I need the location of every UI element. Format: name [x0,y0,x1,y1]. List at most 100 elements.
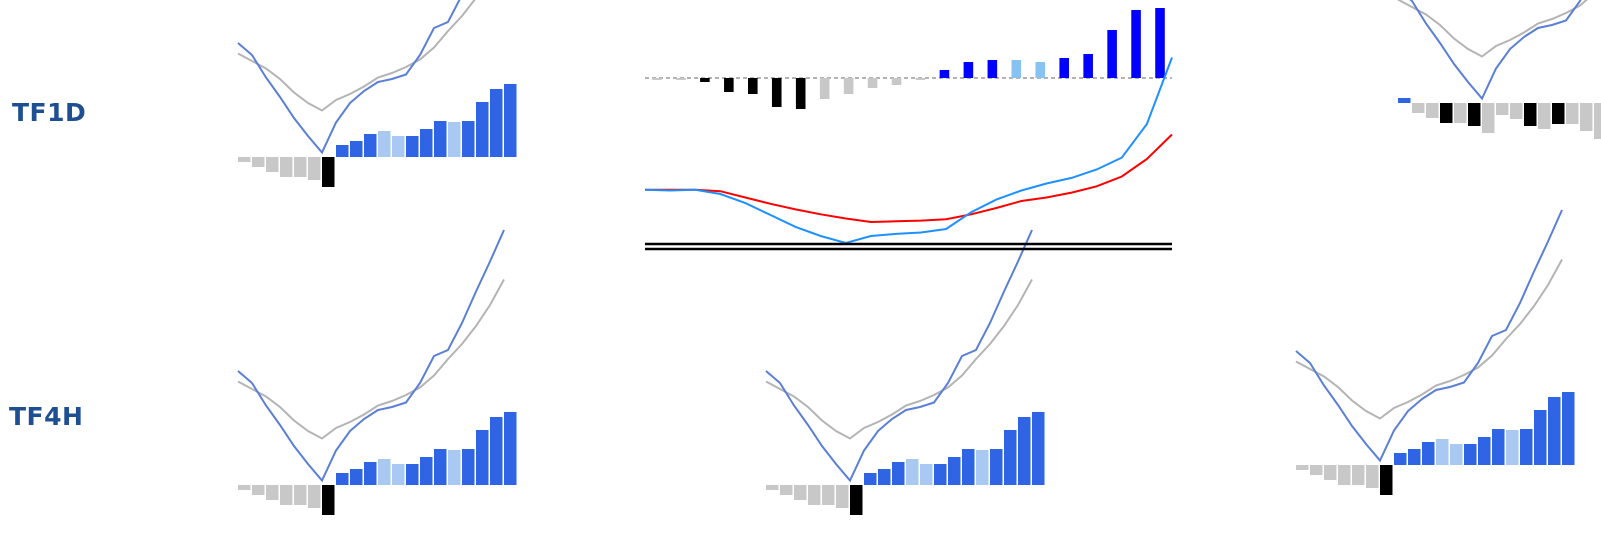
histogram-bar [1018,417,1031,485]
histogram-bar [878,469,891,485]
histogram-bar [1412,103,1425,113]
histogram-bar [504,412,517,485]
histogram-bar [780,485,793,495]
histogram-bar [448,122,461,157]
signal-line [645,133,1173,224]
histogram-bar [1538,103,1551,129]
histogram-bar [1426,103,1439,118]
histogram-bar [1436,439,1449,465]
histogram-bar [724,78,734,92]
histogram-bar [990,449,1003,485]
histogram-bar [504,84,517,157]
histogram-bar [1398,98,1411,103]
small-chart-4h-left [237,229,517,515]
histogram-bar [1011,60,1022,78]
histogram-bar [1562,392,1575,465]
histogram-bar [1324,465,1337,480]
histogram-bar [1548,397,1561,465]
large-macd-chart [644,8,1173,251]
histogram-bar [252,157,265,167]
small-chart-1d-right [1397,0,1601,139]
histogram-bar [294,157,307,177]
histogram-bar [308,485,321,508]
macd-line [765,229,1033,483]
histogram-bar [1296,465,1309,470]
histogram-bar [490,417,503,485]
histogram-bar [915,78,926,80]
histogram-bar [771,78,782,107]
histogram-bar [1580,103,1593,131]
histogram-bar [434,449,447,485]
histogram-bar [1422,442,1435,465]
histogram-bar [476,430,489,485]
histogram-bar [1450,444,1463,465]
histogram-bar [794,485,807,500]
histogram-bar [1310,465,1323,475]
histogram-bar [448,450,461,485]
histogram-bar [1131,10,1141,78]
small-chart-4h-mid [765,229,1045,515]
histogram-bar [891,78,902,85]
histogram-bar [1524,103,1537,126]
small-chart-1d-left [237,0,517,187]
histogram-bar [1032,412,1045,485]
histogram-bar [700,78,710,82]
row-label-tf4h: TF4H [9,402,84,431]
histogram-bar [294,485,307,505]
histogram-bar [1482,103,1495,133]
histogram-bar [1352,465,1365,485]
histogram-bar [1510,103,1523,119]
histogram-bar [1338,465,1351,485]
histogram-bar [892,462,905,485]
histogram-bar [962,449,975,485]
histogram-bar [336,145,349,157]
histogram-bar [462,121,475,157]
histogram-bar [976,450,989,485]
histogram-bar [939,70,950,78]
signal-line [765,279,1033,440]
row-label-tf1d: TF1D [12,98,87,127]
histogram-bar [322,485,335,515]
macd-line [1409,0,1582,101]
histogram-bar [1408,449,1421,465]
signal-line [237,0,476,112]
histogram-bar [963,62,974,78]
histogram-bar [336,473,349,485]
histogram-bar [378,459,391,485]
histogram-bar [1440,103,1453,123]
histogram-bar [308,157,321,180]
histogram-bar [1394,453,1407,465]
histogram-bar [836,485,849,508]
histogram-bar [850,485,863,515]
histogram-bar [252,485,265,495]
signal-line [1397,0,1588,58]
histogram-bar [434,121,447,157]
signal-line [237,279,505,440]
histogram-bar [652,78,662,80]
histogram-bar [1492,429,1505,465]
histogram-bar [392,136,405,157]
histogram-bar [1454,103,1467,123]
histogram-bar [987,60,998,78]
histogram-bar [406,464,419,485]
histogram-bar [350,141,363,157]
histogram-bar [1464,444,1477,465]
histogram-bar [266,485,279,500]
histogram-bar [867,78,878,88]
histogram-bar [1468,103,1481,126]
histogram-bar [1083,54,1093,78]
histogram-bar [676,78,686,80]
histogram-bar [748,78,758,94]
histogram-bar [364,462,377,485]
histogram-bar [378,131,391,157]
histogram-bar [238,485,251,490]
histogram-bar [795,78,806,109]
histogram-bar [490,89,503,157]
histogram-bar [1534,410,1547,465]
histogram-bar [350,469,363,485]
histogram-bar [1594,103,1601,139]
histogram-bar [238,157,251,162]
histogram-bar [1035,62,1046,78]
histogram-bar [843,78,854,94]
